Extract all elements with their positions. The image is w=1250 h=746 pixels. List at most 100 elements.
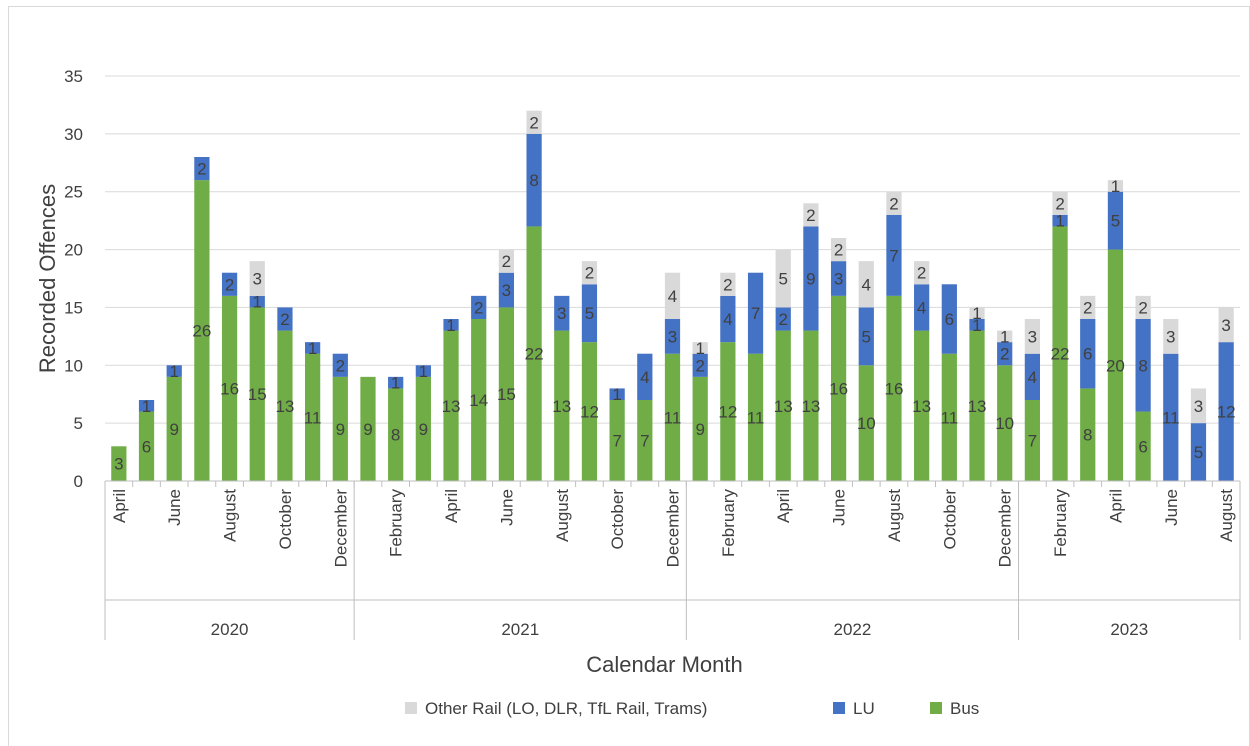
data-label: 11 xyxy=(747,408,765,427)
bar-lu xyxy=(692,353,708,377)
bar-lu xyxy=(1107,191,1124,250)
legend-swatch xyxy=(930,702,942,714)
data-label: 16 xyxy=(885,379,904,398)
data-label: 12 xyxy=(1217,403,1236,422)
bar-bus xyxy=(221,295,238,481)
bar-bus xyxy=(554,330,570,481)
data-label: 4 xyxy=(668,287,677,306)
bar-bus xyxy=(388,388,404,481)
data-label: 2 xyxy=(585,264,594,283)
data-label: 20 xyxy=(1106,356,1125,375)
x-month-label: June xyxy=(497,489,516,526)
x-month-label: October xyxy=(940,489,959,550)
y-tick-label: 5 xyxy=(74,414,83,433)
data-label: 1 xyxy=(419,362,428,381)
bar-bus xyxy=(471,319,487,481)
x-year-label: 2021 xyxy=(501,620,539,639)
x-month-label: February xyxy=(719,489,738,558)
bar-other-rail xyxy=(1218,307,1234,343)
data-label: 2 xyxy=(723,275,732,294)
bar-bus xyxy=(1052,226,1068,481)
data-label: 13 xyxy=(774,397,793,416)
x-month-label: February xyxy=(387,489,406,558)
data-label: 5 xyxy=(778,270,787,289)
bar-other-rail xyxy=(1135,295,1151,319)
data-label: 3 xyxy=(1028,327,1037,346)
data-label: 1 xyxy=(253,293,262,312)
data-label: 2 xyxy=(889,194,898,213)
bar-lu xyxy=(609,388,625,400)
bar-lu xyxy=(221,272,238,296)
bar-bus xyxy=(415,376,431,481)
data-label: 9 xyxy=(419,420,428,439)
data-label: 6 xyxy=(1138,437,1147,456)
data-label: 10 xyxy=(995,414,1014,433)
bar-lu xyxy=(1163,353,1179,481)
data-label: 9 xyxy=(806,270,815,289)
bar-other-rail xyxy=(1107,180,1124,192)
data-label: 6 xyxy=(945,310,954,329)
x-year-label: 2022 xyxy=(834,620,872,639)
data-label: 13 xyxy=(442,397,461,416)
data-label: 5 xyxy=(1111,212,1120,231)
data-label: 9 xyxy=(336,420,345,439)
x-month-label: April xyxy=(774,489,793,523)
bar-other-rail xyxy=(830,238,847,262)
bar-other-rail xyxy=(775,249,791,308)
data-label: 2 xyxy=(529,113,538,132)
bar-bus xyxy=(637,400,653,481)
bar-bus xyxy=(1107,249,1124,481)
x-month-label: August xyxy=(221,489,240,542)
x-month-label: December xyxy=(331,489,350,568)
data-label: 6 xyxy=(142,437,151,456)
data-label: 2 xyxy=(225,275,234,294)
data-label: 3 xyxy=(253,270,262,289)
data-label: 2 xyxy=(834,241,843,260)
bar-bus xyxy=(969,330,985,481)
bar-other-rail xyxy=(969,307,985,319)
data-label: 2 xyxy=(1138,298,1147,317)
data-label: 15 xyxy=(497,385,516,404)
data-label: 3 xyxy=(1166,327,1175,346)
data-label: 6 xyxy=(1083,345,1092,364)
bar-lu xyxy=(747,272,764,354)
data-label: 5 xyxy=(585,304,594,323)
bar-bus xyxy=(609,400,625,481)
data-label: 12 xyxy=(718,403,737,422)
x-axis-title: Calendar Month xyxy=(586,652,743,677)
bar-bus xyxy=(166,376,182,481)
data-label: 13 xyxy=(275,397,294,416)
data-label: 9 xyxy=(169,420,178,439)
data-label: 12 xyxy=(580,403,599,422)
bar-other-rail xyxy=(249,261,265,296)
data-label: 4 xyxy=(640,368,649,387)
data-label: 5 xyxy=(862,327,871,346)
bar-other-rail xyxy=(803,203,819,227)
data-label: 11 xyxy=(664,408,682,427)
data-label: 2 xyxy=(1083,298,1092,317)
bar-lu xyxy=(664,319,681,354)
bar-other-rail xyxy=(1052,191,1068,215)
x-month-label: June xyxy=(830,489,849,526)
bar-lu xyxy=(1190,423,1207,481)
data-label: 3 xyxy=(114,455,123,474)
data-label: 14 xyxy=(469,391,488,410)
bar-bus xyxy=(1024,400,1040,481)
data-label: 13 xyxy=(912,397,931,416)
bar-lu xyxy=(1218,342,1234,481)
bar-lu xyxy=(554,295,570,331)
data-label: 11 xyxy=(304,408,322,427)
bar-other-rail xyxy=(858,261,874,308)
data-label: 2 xyxy=(502,252,511,271)
x-month-label: August xyxy=(553,489,572,542)
legend-swatch xyxy=(833,702,845,714)
bar-bus xyxy=(194,180,210,481)
data-label: 16 xyxy=(829,379,848,398)
bar-bus xyxy=(332,376,348,481)
data-label: 7 xyxy=(612,432,621,451)
bar-other-rail xyxy=(997,330,1013,343)
bar-other-rail xyxy=(664,272,681,319)
x-month-label: June xyxy=(165,489,184,526)
data-label: 16 xyxy=(220,379,239,398)
